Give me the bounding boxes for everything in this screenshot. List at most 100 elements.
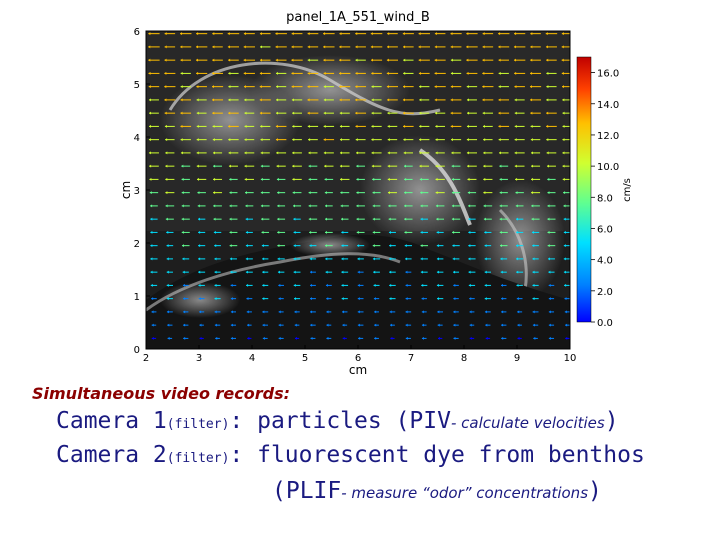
velocity-arrow-head [421, 297, 424, 301]
velocity-arrow-head [450, 111, 453, 115]
velocity-arrow-head [482, 85, 485, 89]
velocity-arrow-head [451, 191, 454, 195]
velocity-arrow-head [212, 98, 215, 102]
velocity-arrow-head [389, 283, 392, 287]
velocity-arrow-head [323, 71, 326, 75]
velocity-arrow-head [466, 85, 469, 89]
velocity-arrow-head [515, 217, 518, 221]
velocity-arrow-head [371, 111, 374, 115]
velocity-arrow-head [293, 244, 296, 248]
velocity-arrow-head [419, 111, 422, 115]
dye-plume-image [146, 31, 570, 349]
velocity-arrow-head [212, 45, 215, 49]
y-tick-label: 4 [134, 133, 140, 144]
velocity-arrow-head [262, 310, 265, 314]
velocity-arrow-head [563, 204, 566, 208]
colorbar-tick-label: 6.0 [597, 224, 613, 235]
velocity-arrow-head [262, 270, 265, 274]
velocity-arrow-head [181, 191, 184, 195]
velocity-arrow-head [262, 336, 265, 340]
velocity-arrow-head [451, 164, 454, 168]
velocity-arrow-head [307, 85, 310, 89]
velocity-arrow-head [436, 244, 439, 248]
velocity-arrow-head [436, 283, 439, 287]
velocity-arrow-head [246, 310, 249, 314]
velocity-arrow-head [260, 164, 263, 168]
velocity-arrow-head [466, 32, 469, 36]
velocity-arrow-head [342, 336, 345, 340]
velocity-arrow-head [372, 204, 375, 208]
velocity-arrow-head [436, 230, 439, 234]
velocity-arrow-head [405, 297, 408, 301]
velocity-arrow-head [402, 32, 405, 36]
camera1-close: ) [604, 408, 619, 434]
velocity-arrow-head [498, 45, 501, 49]
velocity-arrow-head [357, 297, 360, 301]
velocity-arrow-head [357, 323, 360, 327]
velocity-arrow-head [278, 283, 281, 287]
velocity-arrow-head [324, 230, 327, 234]
velocity-arrow-head [230, 270, 233, 274]
velocity-arrow-head [483, 138, 486, 142]
velocity-arrow-head [310, 310, 313, 314]
velocity-arrow-head [435, 124, 438, 128]
velocity-arrow-head [196, 151, 199, 155]
velocity-arrow-head [245, 217, 248, 221]
velocity-arrow-head [389, 297, 392, 301]
velocity-arrow-head [149, 191, 152, 195]
velocity-arrow-head [150, 204, 153, 208]
velocity-arrow-head [278, 310, 281, 314]
y-tick-label: 0 [134, 345, 140, 356]
velocity-arrow-head [501, 310, 504, 314]
velocity-arrow-head [276, 85, 279, 89]
velocity-arrow-head [483, 177, 486, 181]
camera1-label: Camera 1 [56, 408, 167, 434]
colorbar-label: cm/s [622, 178, 633, 202]
velocity-arrow-head [323, 151, 326, 155]
velocity-arrow-head [275, 111, 278, 115]
velocity-arrow-head [164, 32, 167, 36]
velocity-arrow-head [436, 217, 439, 221]
velocity-arrow-head [450, 138, 453, 142]
velocity-arrow-head [356, 164, 359, 168]
velocity-arrow-head [180, 138, 183, 142]
velocity-arrow-head [165, 204, 168, 208]
velocity-arrow-head [261, 217, 264, 221]
x-tick-label: 9 [514, 353, 520, 364]
velocity-arrow-head [342, 323, 345, 327]
velocity-arrow-head [230, 283, 233, 287]
velocity-arrow-head [292, 111, 295, 115]
velocity-arrow-head [308, 151, 311, 155]
velocity-arrow-head [466, 71, 469, 75]
velocity-arrow-head [530, 138, 533, 142]
velocity-arrow-head [212, 138, 215, 142]
velocity-arrow-head [148, 85, 151, 89]
velocity-arrow-head [420, 244, 423, 248]
velocity-arrow-head [166, 230, 169, 234]
velocity-arrow-head [371, 124, 374, 128]
colorbar-gradient [576, 56, 592, 323]
velocity-arrow-head [326, 336, 329, 340]
velocity-arrow-head [260, 204, 263, 208]
velocity-arrow-head [355, 85, 358, 89]
velocity-arrow-head [533, 336, 536, 340]
velocity-arrow-head [341, 283, 344, 287]
velocity-arrow-head [418, 32, 421, 36]
velocity-arrow-head [260, 124, 263, 128]
velocity-arrow-head [530, 71, 533, 75]
velocity-arrow-head [292, 164, 295, 168]
velocity-arrow-head [164, 58, 167, 62]
velocity-arrow-head [547, 217, 550, 221]
velocity-arrow-head [532, 270, 535, 274]
velocity-arrow-head [228, 124, 231, 128]
velocity-arrow-head [514, 85, 517, 89]
velocity-arrow-head [276, 177, 279, 181]
velocity-arrow-head [485, 336, 488, 340]
velocity-arrow-head [309, 257, 312, 261]
velocity-arrow-head [468, 230, 471, 234]
velocity-arrow-head [213, 191, 216, 195]
velocity-arrow-head [339, 138, 342, 142]
velocity-arrow-head [149, 111, 152, 115]
velocity-arrow-head [324, 177, 327, 181]
velocity-arrow-head [180, 71, 183, 75]
